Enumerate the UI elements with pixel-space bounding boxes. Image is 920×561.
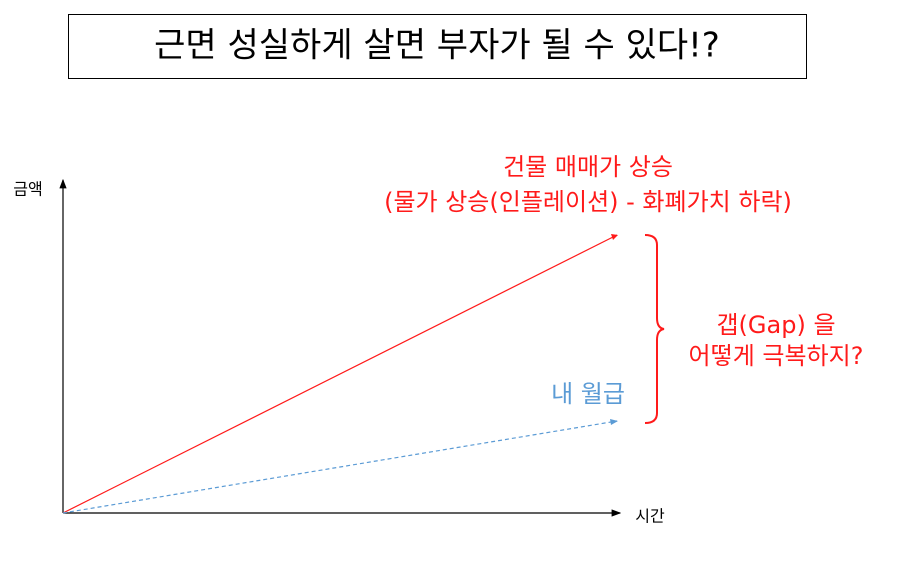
asset-label: 건물 매매가 상승: [503, 153, 673, 181]
x-axis-label: 시간: [635, 507, 665, 526]
gap-label: 갭(Gap) 을: [716, 311, 835, 339]
gap-label: 어떻게 극복하지?: [689, 342, 864, 370]
asset-arrow: [611, 234, 618, 240]
gap-bracket: [644, 234, 665, 424]
asset-line: [62, 234, 618, 514]
salary-arrow: [610, 419, 618, 425]
y-axis-label: 금액: [13, 180, 42, 199]
asset-label: (물가 상승(인플레이션) - 화폐가치 하락): [384, 188, 792, 216]
title-box: [68, 14, 807, 79]
salary-label: 내 월급: [551, 380, 625, 408]
title: 근면 성실하게 살면 부자가 될 수 있다!?: [154, 26, 720, 66]
salary-line: [62, 420, 618, 514]
